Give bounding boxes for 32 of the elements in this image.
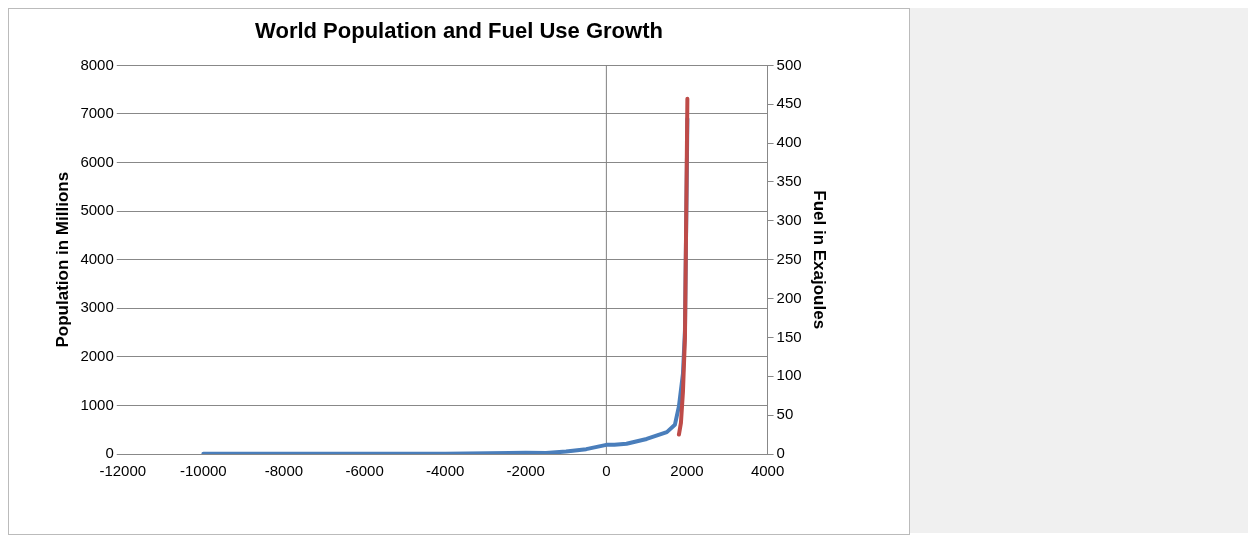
y-tick-label: 8000 [80, 55, 114, 73]
y-tick-label: 7000 [80, 104, 114, 122]
y2-tick-label: 500 [776, 55, 802, 73]
y-tick-label: 2000 [80, 346, 114, 364]
x-tick-label: 4000 [750, 462, 785, 480]
y2-axis-title: Fuel in Exajoules [810, 190, 830, 330]
y-tick-label: 5000 [80, 201, 114, 219]
y2-tick-label: 50 [776, 405, 794, 423]
y2-tick-label: 450 [776, 94, 802, 112]
y-axis-title: Population in Millions [52, 171, 72, 348]
y-tick-label: 3000 [80, 298, 114, 316]
y-tick-label: 4000 [80, 249, 114, 267]
y-tick-label: 6000 [80, 152, 114, 170]
y2-tick-label: 0 [776, 444, 785, 462]
y2-tick-label: 100 [776, 366, 802, 384]
chart-title: World Population and Fuel Use Growth [255, 18, 663, 44]
x-tick-label: -8000 [264, 462, 304, 480]
y2-tick-label: 400 [776, 133, 802, 151]
y2-tick-label: 350 [776, 172, 802, 190]
y2-tick-label: 250 [776, 249, 802, 267]
x-tick-label: -12000 [99, 462, 147, 480]
x-tick-label: -2000 [506, 462, 545, 480]
y2-tick-label: 150 [776, 327, 802, 345]
y2-tick-label: 300 [776, 210, 802, 228]
x-tick-label: -4000 [425, 462, 465, 480]
x-tick-label: 0 [602, 462, 611, 480]
y-tick-label: 1000 [80, 395, 114, 413]
y-tick-label: 0 [105, 444, 114, 462]
y2-tick-label: 200 [776, 288, 802, 306]
x-tick-label: -10000 [180, 462, 227, 480]
x-tick-label: -6000 [345, 462, 384, 480]
x-tick-label: 2000 [670, 462, 704, 480]
